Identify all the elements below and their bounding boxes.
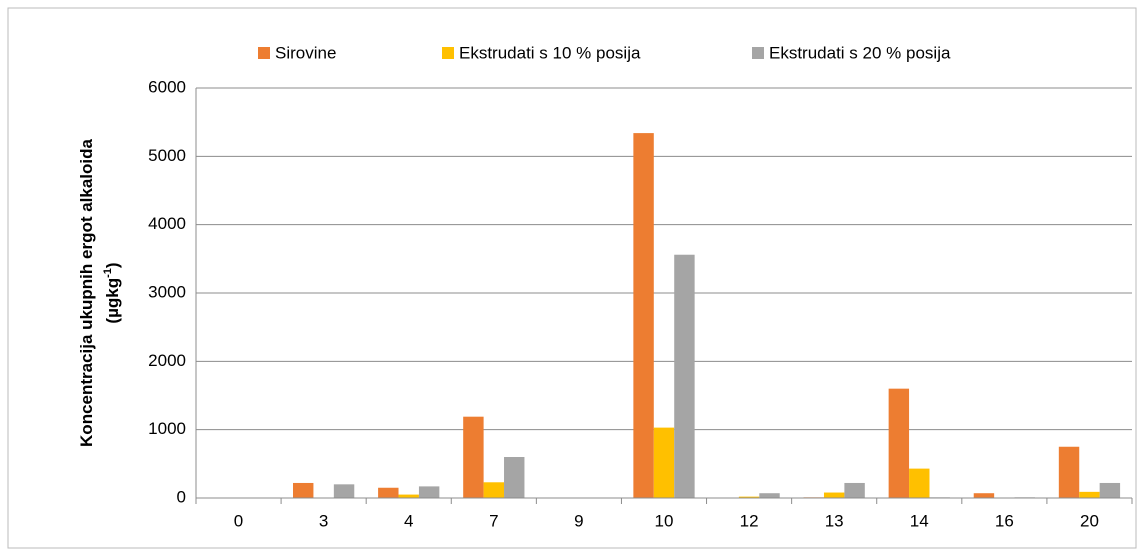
x-tick-label: 9: [574, 511, 583, 530]
bar: [1079, 491, 1100, 498]
bar: [909, 468, 930, 498]
bar: [844, 482, 865, 498]
y-label-line2: (µgkg: [103, 278, 122, 324]
bar: [653, 427, 675, 498]
legend-label: Sirovine: [275, 43, 336, 62]
legend-swatch: [752, 47, 764, 59]
bar: [973, 493, 995, 498]
bar: [738, 496, 760, 498]
y-tick-label: 2000: [148, 351, 186, 370]
x-tick-label: 3: [319, 511, 328, 530]
bar: [633, 133, 654, 498]
bar: [823, 492, 845, 498]
x-tick-label: 10: [655, 511, 674, 530]
legend-swatch: [258, 47, 270, 59]
x-tick-label: 4: [404, 511, 413, 530]
y-tick-label: 5000: [148, 146, 186, 165]
bar: [463, 416, 484, 498]
x-tick-label: 20: [1080, 511, 1099, 530]
x-tick-label: 13: [825, 511, 844, 530]
x-tick-label: 14: [910, 511, 929, 530]
bar: [504, 457, 525, 498]
bar: [293, 482, 314, 498]
bar: [1099, 482, 1121, 498]
x-tick-label: 12: [740, 511, 759, 530]
bar: [483, 482, 505, 498]
bar: [888, 388, 910, 498]
y-tick-label: 4000: [148, 214, 186, 233]
y-axis-label: Koncentracija ukupnih ergot alkaloida (µg…: [77, 138, 122, 446]
bar: [1058, 446, 1080, 498]
legend-swatch: [442, 47, 454, 59]
bar: [333, 484, 355, 498]
x-tick-label: 7: [489, 511, 498, 530]
y-label-sup: -1: [102, 268, 114, 278]
bar: [759, 493, 780, 498]
x-tick-label: 16: [995, 511, 1014, 530]
y-tick-label: 1000: [148, 419, 186, 438]
y-label-end: ): [103, 262, 122, 268]
y-tick-label: 3000: [148, 282, 186, 301]
y-tick-label: 6000: [148, 77, 186, 96]
x-tick-label: 0: [234, 511, 243, 530]
bar: [418, 486, 440, 498]
bar: [378, 487, 399, 498]
bar: [398, 494, 419, 498]
legend-label: Ekstrudati s 20 % posija: [769, 43, 951, 62]
legend-label: Ekstrudati s 10 % posija: [459, 43, 641, 62]
bar: [674, 254, 695, 498]
y-label-line1: Koncentracija ukupnih ergot alkaloida: [77, 138, 96, 446]
y-tick-label: 0: [177, 487, 186, 506]
